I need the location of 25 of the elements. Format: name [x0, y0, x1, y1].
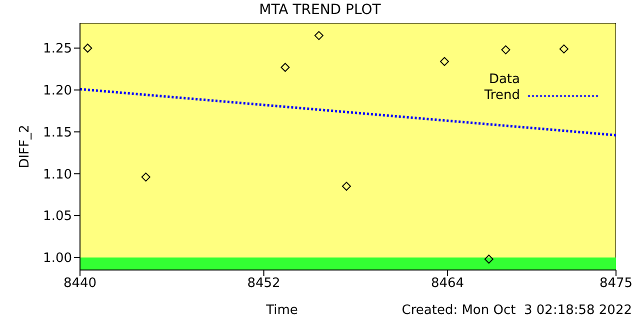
x-tick-label: 8440: [63, 276, 97, 292]
point: [83, 44, 92, 53]
point: [314, 31, 324, 40]
y-tick-label: 1.25: [43, 42, 72, 57]
chart-title: MTA TREND PLOT: [258, 2, 382, 18]
y-tick-label: 1.00: [43, 251, 72, 266]
x-tick-label: 8452: [247, 276, 280, 292]
point: [280, 62, 290, 72]
series-label: Data: [488, 72, 520, 88]
y-tick-label: 1.05: [43, 209, 72, 224]
point: [501, 45, 510, 54]
y-tick-label: 1.15: [43, 125, 72, 140]
y-tick-label: 1.10: [43, 167, 72, 182]
x-tick-label: 8475: [599, 276, 633, 292]
series-label: Trend: [484, 88, 520, 104]
y-axis-title: DIFF_2: [18, 124, 33, 168]
point: [484, 254, 494, 264]
text: Created: Mon Oct 3 02:18:58 2022: [402, 303, 632, 318]
point: [342, 182, 351, 191]
point: [559, 44, 568, 54]
y-tick-label: 1.20: [43, 84, 72, 99]
point: [440, 57, 449, 66]
point: [141, 172, 150, 182]
x-tick-label: 8464: [430, 276, 464, 292]
x-axis-title: Time: [265, 303, 298, 318]
